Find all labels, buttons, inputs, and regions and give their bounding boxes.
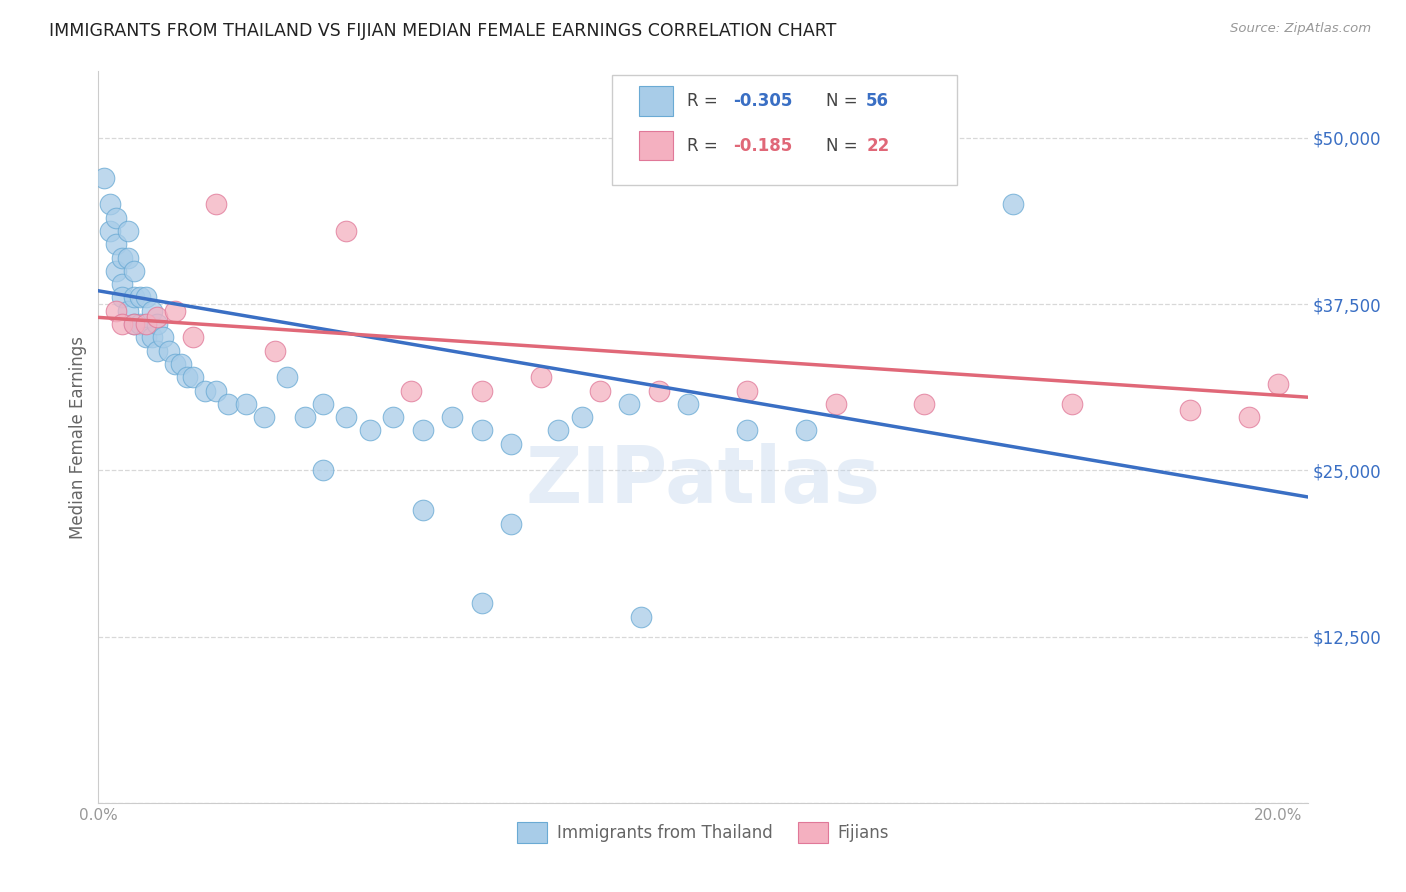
Point <box>117 251 139 265</box>
Point <box>135 330 157 344</box>
Point <box>589 384 612 398</box>
Point <box>619 397 641 411</box>
Point <box>335 224 357 238</box>
Point <box>111 290 134 304</box>
Text: Source: ZipAtlas.com: Source: ZipAtlas.com <box>1230 22 1371 36</box>
Text: N =: N = <box>827 136 863 154</box>
Point <box>235 397 257 411</box>
Point <box>135 317 157 331</box>
Point <box>98 197 121 211</box>
Point <box>165 357 187 371</box>
Point <box>547 424 569 438</box>
Point <box>194 384 217 398</box>
Point <box>1237 410 1260 425</box>
Point <box>294 410 316 425</box>
Point <box>98 224 121 238</box>
Point <box>122 317 145 331</box>
Point <box>630 609 652 624</box>
Y-axis label: Median Female Earnings: Median Female Earnings <box>69 335 87 539</box>
Text: R =: R = <box>688 136 723 154</box>
Point <box>105 303 128 318</box>
Point <box>311 397 333 411</box>
Point <box>264 343 287 358</box>
Point <box>471 424 494 438</box>
Text: 56: 56 <box>866 92 889 110</box>
Point <box>181 330 204 344</box>
Point <box>205 384 228 398</box>
Point <box>111 251 134 265</box>
Point <box>128 290 150 304</box>
Point <box>181 370 204 384</box>
Point <box>912 397 935 411</box>
Point <box>1178 403 1201 417</box>
Point <box>501 436 523 450</box>
Point <box>217 397 239 411</box>
Point <box>146 310 169 325</box>
Point <box>146 317 169 331</box>
Point <box>128 317 150 331</box>
Point <box>678 397 700 411</box>
Point <box>176 370 198 384</box>
Point <box>501 516 523 531</box>
Text: R =: R = <box>688 92 723 110</box>
Point <box>111 317 134 331</box>
Point <box>157 343 180 358</box>
Point <box>335 410 357 425</box>
FancyBboxPatch shape <box>613 75 957 185</box>
Point <box>170 357 193 371</box>
Point <box>141 330 163 344</box>
Text: IMMIGRANTS FROM THAILAND VS FIJIAN MEDIAN FEMALE EARNINGS CORRELATION CHART: IMMIGRANTS FROM THAILAND VS FIJIAN MEDIA… <box>49 22 837 40</box>
Point <box>382 410 405 425</box>
FancyBboxPatch shape <box>638 87 673 116</box>
Point <box>648 384 671 398</box>
Point <box>824 397 846 411</box>
Point <box>1267 376 1289 391</box>
Text: N =: N = <box>827 92 863 110</box>
Point <box>471 384 494 398</box>
Point <box>412 424 434 438</box>
Text: ZIPatlas: ZIPatlas <box>526 443 880 519</box>
Point <box>117 303 139 318</box>
Point <box>794 424 817 438</box>
Point <box>135 290 157 304</box>
Point <box>122 264 145 278</box>
Point <box>111 277 134 292</box>
Point <box>93 170 115 185</box>
Point <box>165 303 187 318</box>
Point <box>141 303 163 318</box>
Point <box>441 410 464 425</box>
Point <box>122 290 145 304</box>
Point <box>530 370 553 384</box>
Point <box>205 197 228 211</box>
Legend: Immigrants from Thailand, Fijians: Immigrants from Thailand, Fijians <box>510 815 896 849</box>
Point <box>105 264 128 278</box>
FancyBboxPatch shape <box>638 131 673 161</box>
Point <box>399 384 422 398</box>
Point <box>412 503 434 517</box>
Text: 22: 22 <box>866 136 890 154</box>
Point <box>311 463 333 477</box>
Point <box>471 596 494 610</box>
Point <box>735 424 758 438</box>
Point <box>1001 197 1024 211</box>
Point <box>146 343 169 358</box>
Point <box>105 237 128 252</box>
Point <box>1060 397 1083 411</box>
Point <box>117 224 139 238</box>
Point <box>571 410 593 425</box>
Point <box>276 370 298 384</box>
Point <box>735 384 758 398</box>
Point <box>122 317 145 331</box>
Point <box>359 424 381 438</box>
Text: -0.185: -0.185 <box>734 136 793 154</box>
Point <box>252 410 274 425</box>
Text: -0.305: -0.305 <box>734 92 793 110</box>
Point <box>152 330 174 344</box>
Point <box>105 211 128 225</box>
